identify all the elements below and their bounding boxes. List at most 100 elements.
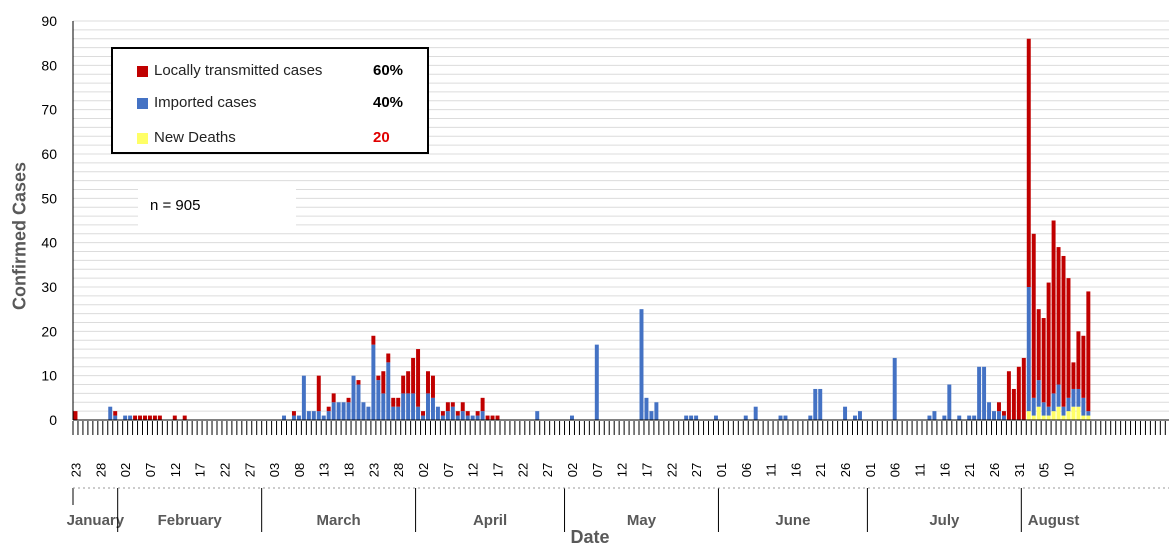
bar-local — [1056, 247, 1061, 385]
x-tick-label: 31 — [1012, 463, 1027, 477]
bar-local — [371, 335, 376, 345]
bar-imported — [411, 393, 416, 420]
bar-imported — [406, 393, 411, 420]
bar-imported — [371, 344, 376, 420]
x-axis-title: Date — [570, 527, 610, 547]
bar-local — [386, 353, 391, 363]
bar-deaths — [1076, 406, 1081, 420]
bar-imported — [460, 411, 465, 420]
bar-imported — [401, 393, 406, 420]
x-tick-label: 26 — [838, 463, 853, 477]
bar-imported — [808, 415, 813, 420]
x-axis: 23 28 02 07 12 17 22 27 03 08 13 18 23 28 02 07 12 17 22 27… — [67, 419, 1169, 532]
bar-local — [331, 393, 336, 403]
bar-imported — [644, 397, 649, 420]
bar-local — [430, 375, 435, 398]
bar-local — [465, 411, 470, 416]
bar-local — [416, 349, 421, 407]
month-label: April — [473, 512, 507, 529]
bar-imported — [306, 411, 311, 420]
x-tick-label: 22 — [664, 463, 679, 477]
bar-local — [1021, 357, 1026, 420]
bar-local — [143, 415, 147, 420]
bar-imported — [535, 411, 540, 420]
month-label: May — [627, 512, 657, 529]
bar-imported — [1071, 388, 1076, 407]
x-tick-label: 26 — [987, 463, 1002, 477]
bar-local — [316, 375, 321, 412]
bar-deaths — [1036, 406, 1041, 420]
bar-imported — [376, 380, 381, 420]
bar-imported — [996, 411, 1001, 420]
bar-deaths — [1051, 411, 1056, 420]
bar-deaths — [1056, 406, 1061, 420]
bar-local — [157, 415, 162, 420]
y-tick-label: 0 — [49, 412, 57, 428]
bar-imported — [972, 415, 977, 420]
bar-imported — [1066, 397, 1071, 412]
bar-local — [73, 411, 78, 420]
bar-imported — [480, 411, 485, 420]
x-tick-label: 02 — [118, 463, 133, 477]
legend-swatch-imported — [137, 98, 148, 109]
x-tick-label: 28 — [93, 463, 108, 477]
x-tick-label: 13 — [317, 463, 332, 477]
y-tick-label: 30 — [41, 279, 57, 295]
bar-local — [182, 415, 187, 420]
month-label: July — [929, 512, 960, 529]
bar-local — [426, 371, 430, 394]
bar-local — [1046, 282, 1051, 407]
bar-imported — [1026, 287, 1031, 412]
legend-label-imported: Imported cases — [154, 94, 257, 111]
x-tick-label: 17 — [193, 463, 208, 477]
bar-imported — [1041, 402, 1046, 416]
bar-imported — [932, 411, 937, 420]
bar-imported — [649, 411, 654, 420]
bar-imported — [992, 411, 996, 420]
bar-imported — [396, 406, 401, 420]
bar-imported — [426, 393, 430, 420]
bar-imported — [1031, 397, 1036, 416]
bar-imported — [421, 415, 426, 420]
bar-imported — [128, 415, 133, 420]
bar-local — [291, 411, 296, 416]
bar-imported — [440, 415, 445, 420]
y-tick-label: 40 — [41, 235, 57, 251]
bar-imported — [356, 384, 361, 420]
legend-value-local: 60% — [373, 62, 404, 79]
bar-imported — [942, 415, 947, 420]
y-axis: 0 10 20 30 40 50 60 70 80 90 — [41, 13, 74, 428]
bar-local — [376, 375, 381, 381]
bar-imported — [713, 415, 718, 420]
bar-local — [1011, 388, 1016, 420]
y-tick-label: 80 — [41, 57, 57, 73]
bar-deaths — [1026, 411, 1031, 420]
bar-local — [406, 371, 411, 394]
y-tick-label: 10 — [41, 368, 57, 384]
x-tick-label: 16 — [788, 463, 803, 477]
bar-deaths — [1046, 415, 1051, 420]
bar-imported — [341, 402, 346, 420]
grid-lines — [73, 20, 1169, 421]
bar-imported — [346, 402, 351, 420]
bar-deaths — [1071, 406, 1076, 420]
bar-deaths — [1041, 415, 1046, 420]
bar-imported — [450, 406, 455, 420]
x-tick-label: 23 — [366, 463, 381, 477]
y-tick-label: 50 — [41, 190, 57, 206]
x-tick-label: 02 — [416, 463, 431, 477]
bar-local — [326, 406, 331, 412]
bar-imported — [927, 415, 932, 420]
x-tick-label: 22 — [515, 463, 530, 477]
bar-imported — [1036, 380, 1041, 407]
bar-local — [495, 415, 500, 420]
x-tick-label: 01 — [863, 463, 878, 477]
sample-size-box: n = 905 — [138, 185, 296, 231]
bar-imported — [1076, 388, 1081, 407]
legend-label-deaths: New Deaths — [154, 129, 236, 146]
bar-imported — [947, 384, 952, 420]
legend-value-deaths: 20 — [373, 129, 390, 146]
bar-local — [401, 375, 406, 394]
bar-imported — [654, 402, 659, 420]
month-label: February — [158, 512, 223, 529]
